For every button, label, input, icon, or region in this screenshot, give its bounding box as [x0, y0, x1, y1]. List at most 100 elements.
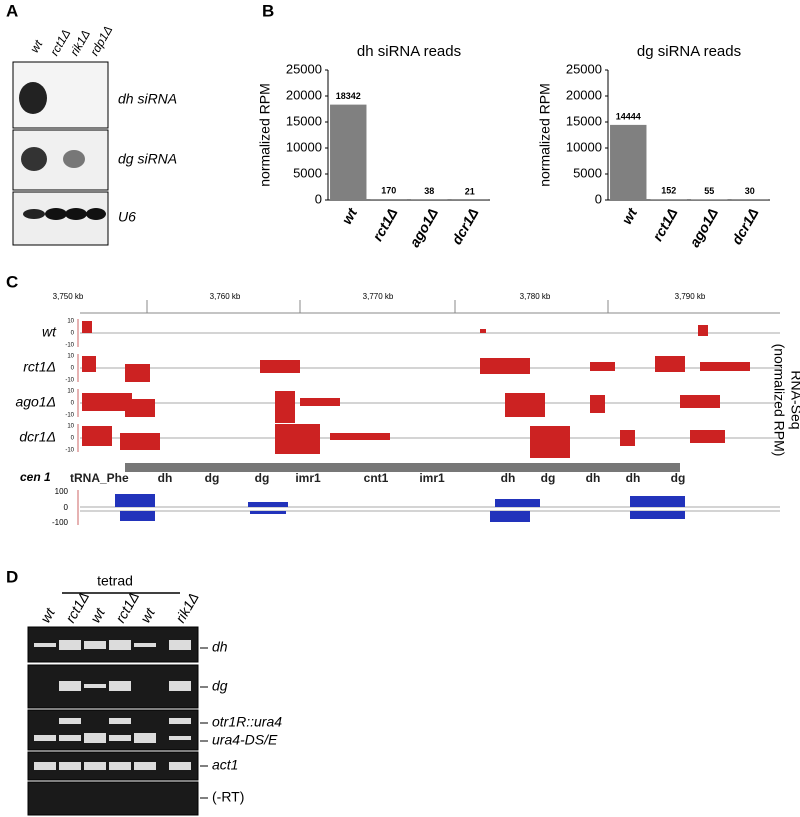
- track-scale: 10: [67, 354, 74, 360]
- gel-band: [169, 640, 191, 650]
- track-label: ago1Δ: [15, 394, 56, 410]
- chart-title: dh siRNA reads: [357, 43, 461, 60]
- y-tick-label: 25000: [286, 61, 322, 76]
- panel-label: D: [6, 567, 18, 586]
- panel-label: C: [6, 272, 18, 291]
- gel-band: [169, 762, 191, 770]
- track-signal: [82, 426, 112, 446]
- blot-label: dg siRNA: [118, 151, 177, 167]
- track-scale: 10: [67, 389, 74, 395]
- band-label: (-RT): [212, 789, 244, 805]
- bar: [610, 124, 647, 200]
- x-tick-label: wt: [338, 204, 360, 227]
- track-label: dcr1Δ: [19, 429, 56, 445]
- gel-band: [109, 762, 131, 770]
- value-label: 18342: [336, 91, 361, 101]
- bar: [330, 104, 367, 200]
- band: [19, 82, 47, 114]
- bar: [650, 199, 687, 200]
- element-label: dg: [541, 471, 556, 485]
- y-axis-label: normalized RPM: [537, 83, 553, 186]
- element-label: dg: [255, 471, 270, 485]
- track-signal: [620, 430, 635, 446]
- track-label: wt: [42, 324, 57, 340]
- track-scale: 0: [71, 331, 75, 337]
- track-scale: -10: [65, 448, 74, 454]
- panel-label: B: [262, 1, 274, 20]
- y-tick-label: 0: [315, 191, 322, 206]
- gel-band: [59, 681, 81, 691]
- y-tick-label: 0: [595, 191, 602, 206]
- x-tick-label: rct1Δ: [649, 205, 680, 243]
- band: [45, 208, 67, 220]
- track-signal: [260, 360, 300, 373]
- x-tick-label: rct1Δ: [369, 205, 400, 243]
- gel-band: [169, 718, 191, 724]
- panel-c: 3,750 kb 3,760 kb 3,770 kb 3,780 kb 3,79…: [15, 292, 800, 527]
- x-tick-label: wt: [618, 204, 640, 227]
- band-label: dg: [212, 678, 228, 694]
- track-label: rct1Δ: [23, 359, 56, 375]
- track-y-label: RNA-Seq: [788, 370, 800, 429]
- track-signal: [690, 430, 725, 443]
- track-signal: [82, 393, 132, 411]
- gel-band: [59, 640, 81, 650]
- track-signal: [505, 393, 545, 417]
- track-scale: 0: [71, 366, 75, 372]
- lane-label: wt: [87, 604, 108, 625]
- gel-band: [59, 718, 81, 724]
- track-signal: [120, 433, 160, 450]
- track-signal: [698, 325, 708, 336]
- track-signal: [275, 424, 320, 454]
- track-signal: [82, 321, 92, 333]
- x-tick-label: ago1Δ: [686, 205, 721, 249]
- value-label: 21: [465, 186, 475, 196]
- track-signal: [275, 391, 295, 423]
- band-label: otr1R::ura4: [212, 714, 282, 730]
- band: [21, 147, 47, 171]
- gel-band: [109, 718, 131, 724]
- track-signal: [700, 362, 750, 371]
- gel-band: [169, 736, 191, 740]
- y-tick-label: 5000: [573, 165, 602, 180]
- locus-elements: tRNA_Phe dh dg dg imr1 cnt1 imr1 dh dg dh dh dg: [70, 471, 685, 485]
- gel-box: [27, 781, 199, 816]
- gel-band: [109, 640, 131, 650]
- band: [23, 209, 45, 219]
- element-label: tRNA_Phe: [70, 471, 129, 485]
- track-y-label: (normalized RPM): [771, 344, 787, 457]
- y-tick-label: 5000: [293, 165, 322, 180]
- lane-label: wt: [27, 37, 45, 55]
- band: [65, 208, 87, 220]
- element-label: cnt1: [364, 471, 389, 485]
- track-signal: [480, 329, 486, 333]
- track-signal: [125, 399, 155, 417]
- coordinate-label: 3,790 kb: [675, 292, 706, 301]
- track-scale: -10: [65, 413, 74, 419]
- lane-label: rik1Δ: [172, 590, 202, 626]
- lane-label: rct1Δ: [62, 589, 92, 625]
- element-label: dh: [586, 471, 601, 485]
- y-tick-label: 20000: [566, 87, 602, 102]
- coordinate-label: 3,770 kb: [363, 292, 394, 301]
- y-tick-label: 25000: [566, 61, 602, 76]
- gel-band: [59, 735, 81, 741]
- y-tick-label: 15000: [566, 113, 602, 128]
- coordinate-label: 3,780 kb: [520, 292, 551, 301]
- gel-band: [134, 733, 156, 743]
- x-tick-label: dcr1Δ: [448, 205, 481, 247]
- track-signal: [680, 395, 720, 408]
- group-label: tetrad: [97, 573, 133, 589]
- gel-box: [27, 709, 199, 751]
- srna-scale: 0: [64, 503, 69, 512]
- panel-label: A: [6, 1, 18, 20]
- srna-scale: -100: [52, 518, 69, 527]
- element-label: dh: [501, 471, 516, 485]
- y-axis-label: normalized RPM: [257, 83, 273, 186]
- gel-band: [34, 735, 56, 741]
- gel-band: [169, 681, 191, 691]
- element-label: dg: [205, 471, 220, 485]
- gel-band: [84, 733, 106, 743]
